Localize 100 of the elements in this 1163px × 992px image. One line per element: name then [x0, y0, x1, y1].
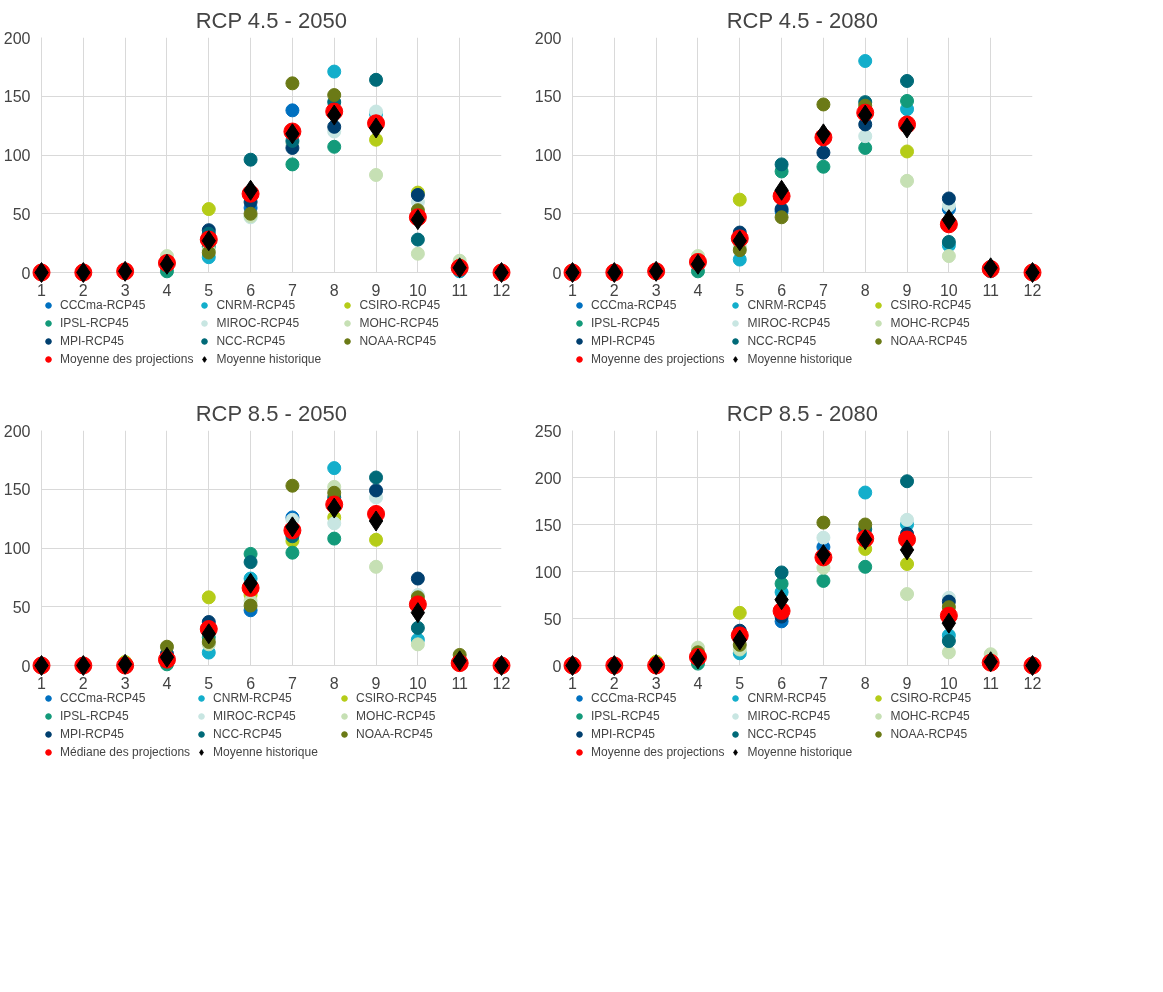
- x-tick-label: 7: [287, 281, 297, 299]
- y-tick-label: 0: [552, 657, 562, 675]
- x-tick-label: 1: [568, 281, 578, 299]
- legend-label: Moyenne des projections: [591, 745, 725, 759]
- x-tick-label: 1: [37, 281, 47, 299]
- legend-label: Moyenne historique: [216, 352, 323, 366]
- legend-label: CNRM-RCP45: [747, 691, 828, 705]
- legend-label: CCCma-RCP45: [60, 691, 147, 705]
- y-tick-label: 0: [21, 264, 31, 282]
- x-tick-label: 6: [777, 281, 787, 299]
- y-tick-label: 0: [21, 657, 31, 675]
- x-tick-label: 2: [78, 281, 88, 299]
- x-tick-label: 6: [777, 674, 787, 692]
- x-tick-label: 10: [408, 281, 427, 299]
- legend-label: NOAA-RCP45: [359, 334, 438, 348]
- legend-label: MIROC-RCP45: [216, 316, 301, 330]
- y-tick-label: 150: [3, 88, 31, 106]
- legend-label: Moyenne historique: [747, 352, 854, 366]
- y-tick-label: 0: [552, 264, 562, 282]
- y-tick-label: 50: [543, 205, 562, 223]
- x-tick-label: 3: [651, 281, 661, 299]
- legend-label: MOHC-RCP45: [890, 709, 971, 723]
- x-tick-label: 9: [902, 674, 912, 692]
- legend-label: IPSL-RCP45: [60, 316, 130, 330]
- y-tick-label: 200: [3, 29, 31, 47]
- legend-label: NCC-RCP45: [747, 334, 818, 348]
- y-tick-label: 150: [534, 88, 562, 106]
- legend-label: CNRM-RCP45: [216, 298, 297, 312]
- x-tick-label: 3: [651, 674, 661, 692]
- y-tick-label: 100: [3, 147, 31, 164]
- legend-label: CCCma-RCP45: [591, 691, 678, 705]
- x-tick-label: 8: [860, 674, 870, 692]
- legend-label: NCC-RCP45: [747, 727, 818, 741]
- x-tick-label: 7: [818, 674, 828, 692]
- legend-label: CNRM-RCP45: [747, 298, 828, 312]
- x-tick-label: 8: [329, 674, 339, 692]
- legend-label: NCC-RCP45: [213, 727, 283, 741]
- x-tick-label: 9: [902, 281, 912, 299]
- legend-label: Moyenne historique: [747, 745, 854, 759]
- legend-label: MPI-RCP45: [591, 727, 656, 741]
- x-tick-label: 11: [451, 674, 469, 692]
- x-tick-label: 2: [609, 674, 619, 692]
- legend-label: CSIRO-RCP45: [359, 298, 442, 312]
- x-tick-label: 12: [492, 674, 511, 692]
- x-tick-label: 7: [818, 281, 828, 299]
- legend-label: CSIRO-RCP45: [356, 691, 438, 705]
- y-tick-label: 200: [534, 29, 562, 47]
- y-tick-label: 250: [534, 422, 562, 440]
- legend-label: Médiane des projections: [60, 745, 191, 759]
- legend-label: IPSL-RCP45: [591, 709, 661, 723]
- y-tick-label: 200: [3, 422, 31, 440]
- legend-label: NOAA-RCP45: [890, 727, 969, 741]
- x-tick-label: 6: [246, 281, 256, 299]
- y-tick-label: 50: [12, 205, 31, 223]
- x-tick-label: 3: [120, 281, 130, 299]
- x-tick-label: 9: [371, 281, 381, 299]
- legend-label: MPI-RCP45: [60, 334, 125, 348]
- x-tick-label: 11: [982, 674, 1000, 692]
- x-tick-label: 1: [37, 674, 47, 692]
- x-tick-label: 4: [693, 674, 703, 692]
- legend-label: CCCma-RCP45: [591, 298, 678, 312]
- legend-label: NOAA-RCP45: [890, 334, 969, 348]
- y-tick-label: 100: [534, 147, 562, 164]
- chart-title: RCP 8.5 - 2050: [195, 400, 347, 426]
- legend-label: Moyenne des projections: [591, 352, 725, 366]
- legend-label: NOAA-RCP45: [356, 727, 434, 741]
- legend-label: IPSL-RCP45: [591, 316, 661, 330]
- legend-label: MPI-RCP45: [591, 334, 656, 348]
- legend-label: MIROC-RCP45: [213, 709, 297, 723]
- x-tick-label: 4: [693, 281, 703, 299]
- x-tick-label: 5: [735, 674, 745, 692]
- legend-label: MPI-RCP45: [60, 727, 125, 741]
- x-tick-label: 10: [408, 674, 427, 692]
- chart-title: RCP 4.5 - 2050: [195, 7, 347, 33]
- x-tick-label: 2: [609, 281, 619, 299]
- y-tick-label: 50: [543, 610, 562, 628]
- x-tick-label: 5: [204, 674, 214, 692]
- legend-label: MIROC-RCP45: [747, 709, 832, 723]
- x-tick-label: 11: [982, 281, 1000, 299]
- chart-title: RCP 8.5 - 2080: [726, 400, 878, 426]
- legend-label: CCCma-RCP45: [60, 298, 147, 312]
- x-tick-label: 5: [735, 281, 745, 299]
- x-tick-label: 7: [287, 674, 297, 692]
- x-tick-label: 4: [162, 674, 172, 692]
- legend-label: NCC-RCP45: [216, 334, 287, 348]
- legend-label: CNRM-RCP45: [213, 691, 293, 705]
- x-tick-label: 11: [451, 281, 469, 299]
- legend-label: MOHC-RCP45: [359, 316, 440, 330]
- y-tick-label: 150: [534, 516, 562, 534]
- legend-label: Moyenne des projections: [60, 352, 194, 366]
- x-tick-label: 12: [492, 281, 511, 299]
- legend-label: MIROC-RCP45: [747, 316, 832, 330]
- legend-label: MOHC-RCP45: [890, 316, 971, 330]
- legend-label: CSIRO-RCP45: [890, 298, 973, 312]
- x-tick-label: 10: [939, 281, 958, 299]
- x-tick-label: 3: [120, 674, 130, 692]
- x-tick-label: 5: [204, 281, 214, 299]
- chart-title: RCP 4.5 - 2080: [726, 7, 878, 33]
- x-tick-label: 10: [939, 674, 958, 692]
- y-tick-label: 50: [12, 598, 31, 616]
